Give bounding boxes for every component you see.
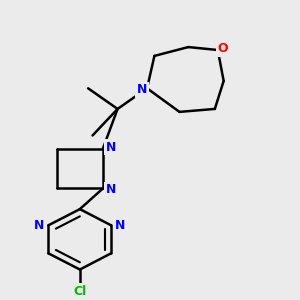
Text: N: N: [106, 141, 116, 154]
Text: N: N: [115, 219, 125, 232]
Text: N: N: [136, 83, 147, 96]
Text: Cl: Cl: [73, 284, 86, 298]
Text: N: N: [106, 184, 116, 196]
Text: O: O: [218, 42, 228, 55]
Text: N: N: [34, 219, 45, 232]
